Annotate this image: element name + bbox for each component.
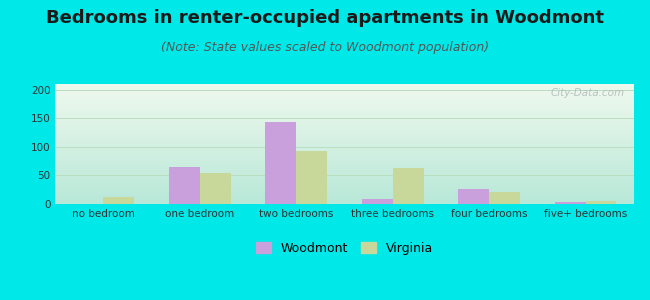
Bar: [393, 168, 424, 204]
Bar: [103, 196, 135, 204]
Bar: [554, 202, 586, 204]
Text: (Note: State values scaled to Woodmont population): (Note: State values scaled to Woodmont p…: [161, 40, 489, 53]
Legend: Woodmont, Virginia: Woodmont, Virginia: [251, 237, 438, 260]
Bar: [265, 122, 296, 204]
Bar: [586, 201, 616, 204]
Bar: [296, 152, 327, 204]
Bar: [169, 167, 200, 204]
Text: Bedrooms in renter-occupied apartments in Woodmont: Bedrooms in renter-occupied apartments i…: [46, 9, 604, 27]
Text: City-Data.com: City-Data.com: [551, 88, 625, 98]
Bar: [458, 189, 489, 204]
Bar: [362, 200, 393, 204]
Bar: [489, 192, 520, 204]
Bar: [200, 173, 231, 204]
